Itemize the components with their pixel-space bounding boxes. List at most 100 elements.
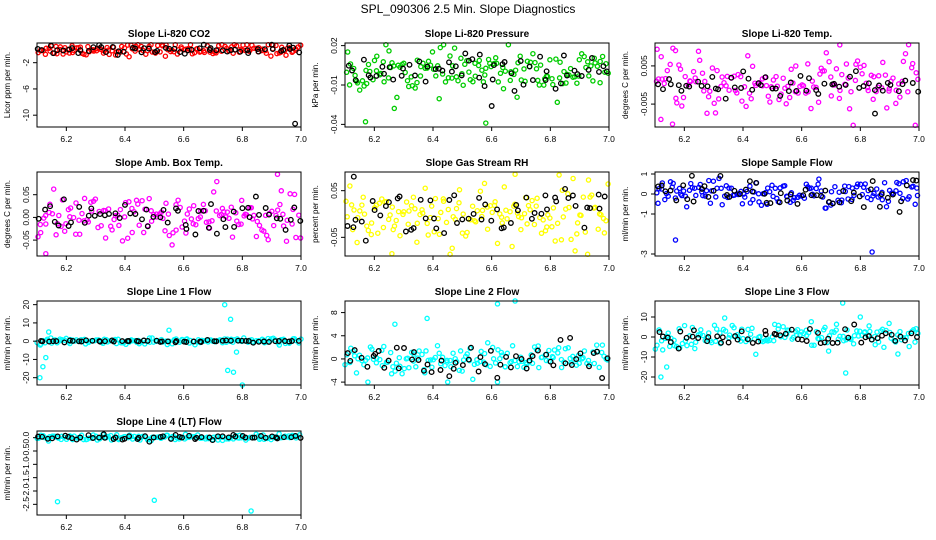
point-reference <box>531 210 538 216</box>
point-reference <box>865 80 872 87</box>
point-slope-outlier <box>40 363 46 370</box>
point-slope <box>655 200 661 207</box>
point-reference <box>272 338 279 345</box>
point-slope <box>574 220 581 226</box>
point-slope <box>83 52 89 58</box>
point-reference <box>262 434 269 441</box>
point-slope <box>536 82 543 88</box>
point-slope-outlier <box>37 374 43 381</box>
point-slope <box>105 206 112 212</box>
chart-panel-10: Slope Line 4 (LT) Flow ml/min per min. 6.2… <box>3 417 307 532</box>
point-slope <box>580 355 586 361</box>
point-slope-outlier <box>233 349 240 355</box>
point-reference <box>280 47 287 53</box>
point-slope <box>459 368 465 374</box>
point-slope <box>765 93 772 99</box>
point-slope <box>822 324 828 331</box>
point-reference <box>542 77 549 83</box>
point-reference <box>818 193 825 199</box>
point-slope <box>464 229 470 236</box>
point-reference <box>787 191 794 198</box>
point-slope <box>540 217 546 223</box>
point-slope <box>731 324 737 331</box>
y-tick-label: -4 <box>329 378 339 386</box>
point-reference <box>594 348 601 355</box>
point-reference <box>396 193 403 200</box>
point-slope <box>770 337 777 344</box>
point-slope <box>722 328 729 334</box>
point-slope <box>364 355 371 361</box>
x-tick-label: 6.8 <box>544 392 556 402</box>
point-reference <box>664 334 671 341</box>
point-slope <box>458 55 464 62</box>
point-slope <box>92 196 99 202</box>
data-points <box>34 41 304 127</box>
data-points <box>34 301 304 388</box>
point-slope <box>186 206 193 212</box>
y-tick-label: 0 <box>639 334 649 339</box>
point-reference <box>667 81 674 88</box>
point-slope <box>790 197 796 204</box>
point-reference <box>454 220 460 226</box>
point-slope <box>673 95 679 102</box>
point-reference <box>448 68 455 75</box>
point-reference <box>277 215 284 222</box>
point-slope-outlier <box>43 250 49 257</box>
point-reference <box>458 72 465 79</box>
point-reference <box>550 362 557 369</box>
point-slope-outlier <box>839 300 846 306</box>
point-reference <box>470 210 477 217</box>
point-reference <box>715 86 722 93</box>
point-slope <box>346 82 353 88</box>
point-slope <box>900 58 907 65</box>
y-tick-label: -0.05 <box>329 227 339 247</box>
point-slope <box>679 103 685 109</box>
point-reference <box>736 191 743 197</box>
point-slope <box>256 222 263 229</box>
y-tick-label: -0.05 <box>21 230 31 250</box>
y-tick-label: -2 <box>21 59 31 67</box>
x-tick-label: 6.2 <box>368 134 380 144</box>
point-slope <box>747 331 754 337</box>
point-reference <box>100 431 107 438</box>
point-reference <box>568 362 575 368</box>
point-reference <box>821 80 828 87</box>
point-slope <box>102 235 109 241</box>
point-slope <box>119 238 126 244</box>
point-reference <box>101 434 108 441</box>
point-slope <box>826 333 833 339</box>
point-slope <box>184 211 191 217</box>
point-slope <box>238 221 244 227</box>
point-slope <box>550 205 557 211</box>
point-reference <box>560 52 567 59</box>
point-slope <box>389 204 396 210</box>
point-slope <box>710 178 717 184</box>
point-slope <box>872 341 878 348</box>
point-slope <box>674 100 680 106</box>
point-reference <box>198 434 205 441</box>
point-reference <box>655 81 662 88</box>
y-tick-label: 0.05 <box>21 186 31 203</box>
point-reference <box>398 72 405 79</box>
point-slope <box>808 318 815 325</box>
point-slope <box>61 228 68 234</box>
point-reference <box>740 68 747 75</box>
point-slope <box>433 73 439 79</box>
point-reference <box>742 186 749 193</box>
point-slope <box>265 236 271 243</box>
point-slope <box>414 239 420 245</box>
point-reference <box>375 348 382 354</box>
point-reference <box>54 433 61 440</box>
point-slope <box>688 341 695 348</box>
point-slope <box>445 206 452 213</box>
point-slope <box>197 214 204 220</box>
point-reference <box>465 215 472 222</box>
point-slope <box>773 73 779 80</box>
point-reference <box>225 434 232 441</box>
point-reference <box>274 435 281 442</box>
point-reference <box>347 357 354 364</box>
point-slope <box>414 220 421 227</box>
x-tick-label: 6.6 <box>486 263 498 273</box>
point-slope <box>538 230 545 237</box>
y-tick-label: -10 <box>21 109 31 122</box>
